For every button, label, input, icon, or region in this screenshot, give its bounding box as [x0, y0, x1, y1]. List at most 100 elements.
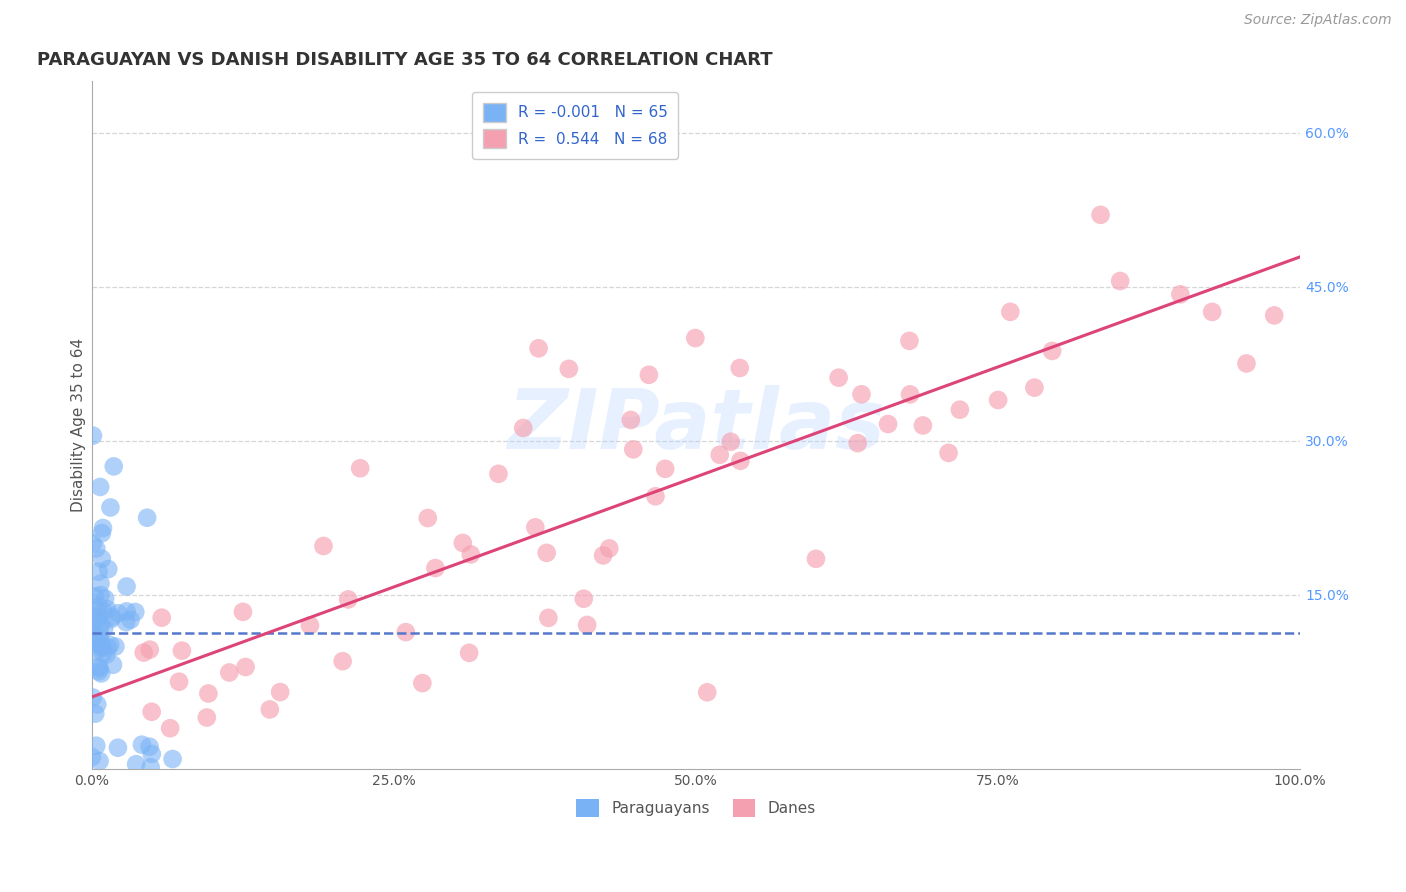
- Point: [93, 622, 115, 636]
- Point: [89, 623, 111, 637]
- Point: [90, 526, 112, 541]
- Point: [89, 576, 111, 591]
- Point: [115, 615, 138, 630]
- Point: [312, 539, 335, 553]
- Point: [524, 520, 547, 534]
- Point: [851, 387, 873, 401]
- Point: [938, 446, 960, 460]
- Point: [103, 459, 125, 474]
- Point: [138, 739, 160, 754]
- Point: [84, 590, 107, 604]
- Point: [458, 646, 481, 660]
- Point: [150, 610, 173, 624]
- Point: [411, 676, 433, 690]
- Point: [87, 660, 110, 674]
- Point: [91, 647, 114, 661]
- Point: [91, 640, 114, 654]
- Point: [527, 341, 550, 355]
- Point: [80, 750, 103, 764]
- Point: [696, 685, 718, 699]
- Text: Source: ZipAtlas.com: Source: ZipAtlas.com: [1244, 13, 1392, 28]
- Point: [620, 413, 643, 427]
- Point: [89, 480, 111, 494]
- Point: [337, 592, 360, 607]
- Point: [298, 618, 321, 632]
- Point: [82, 690, 104, 705]
- Point: [115, 604, 138, 618]
- Point: [84, 635, 107, 649]
- Legend: Paraguayans, Danes: Paraguayans, Danes: [569, 793, 823, 823]
- Point: [576, 618, 599, 632]
- Point: [232, 605, 254, 619]
- Point: [101, 657, 124, 672]
- Point: [877, 417, 900, 431]
- Point: [537, 611, 560, 625]
- Point: [97, 640, 120, 655]
- Point: [488, 467, 510, 481]
- Point: [728, 361, 751, 376]
- Point: [91, 604, 114, 618]
- Point: [141, 747, 163, 761]
- Point: [131, 738, 153, 752]
- Point: [96, 602, 118, 616]
- Point: [1040, 343, 1063, 358]
- Point: [949, 402, 972, 417]
- Point: [167, 674, 190, 689]
- Point: [136, 510, 159, 524]
- Point: [82, 428, 104, 442]
- Point: [1000, 305, 1022, 319]
- Point: [82, 536, 104, 550]
- Point: [197, 686, 219, 700]
- Point: [911, 418, 934, 433]
- Point: [416, 511, 439, 525]
- Point: [87, 612, 110, 626]
- Point: [235, 660, 257, 674]
- Point: [827, 370, 849, 384]
- Point: [898, 387, 921, 401]
- Point: [1263, 309, 1285, 323]
- Point: [90, 617, 112, 632]
- Point: [987, 392, 1010, 407]
- Point: [90, 666, 112, 681]
- Point: [162, 752, 184, 766]
- Point: [89, 754, 111, 768]
- Point: [87, 565, 110, 579]
- Point: [100, 612, 122, 626]
- Point: [90, 588, 112, 602]
- Point: [94, 591, 117, 606]
- Point: [644, 489, 666, 503]
- Point: [730, 454, 752, 468]
- Point: [536, 546, 558, 560]
- Point: [89, 632, 111, 646]
- Point: [451, 536, 474, 550]
- Point: [101, 609, 124, 624]
- Point: [104, 640, 127, 654]
- Point: [621, 442, 644, 457]
- Point: [349, 461, 371, 475]
- Point: [89, 640, 111, 654]
- Point: [638, 368, 661, 382]
- Point: [1109, 274, 1132, 288]
- Point: [86, 698, 108, 712]
- Point: [332, 654, 354, 668]
- Point: [804, 551, 827, 566]
- Point: [87, 599, 110, 614]
- Point: [685, 331, 707, 345]
- Point: [512, 421, 534, 435]
- Point: [86, 541, 108, 556]
- Point: [846, 436, 869, 450]
- Point: [84, 739, 107, 753]
- Point: [1236, 356, 1258, 370]
- Point: [159, 721, 181, 735]
- Point: [720, 434, 742, 449]
- Point: [141, 705, 163, 719]
- Point: [425, 561, 447, 575]
- Point: [82, 615, 104, 630]
- Point: [898, 334, 921, 348]
- Point: [125, 757, 148, 772]
- Point: [84, 706, 107, 721]
- Point: [195, 710, 218, 724]
- Point: [98, 638, 121, 652]
- Text: ZIPatlas: ZIPatlas: [508, 384, 884, 466]
- Point: [1201, 305, 1223, 319]
